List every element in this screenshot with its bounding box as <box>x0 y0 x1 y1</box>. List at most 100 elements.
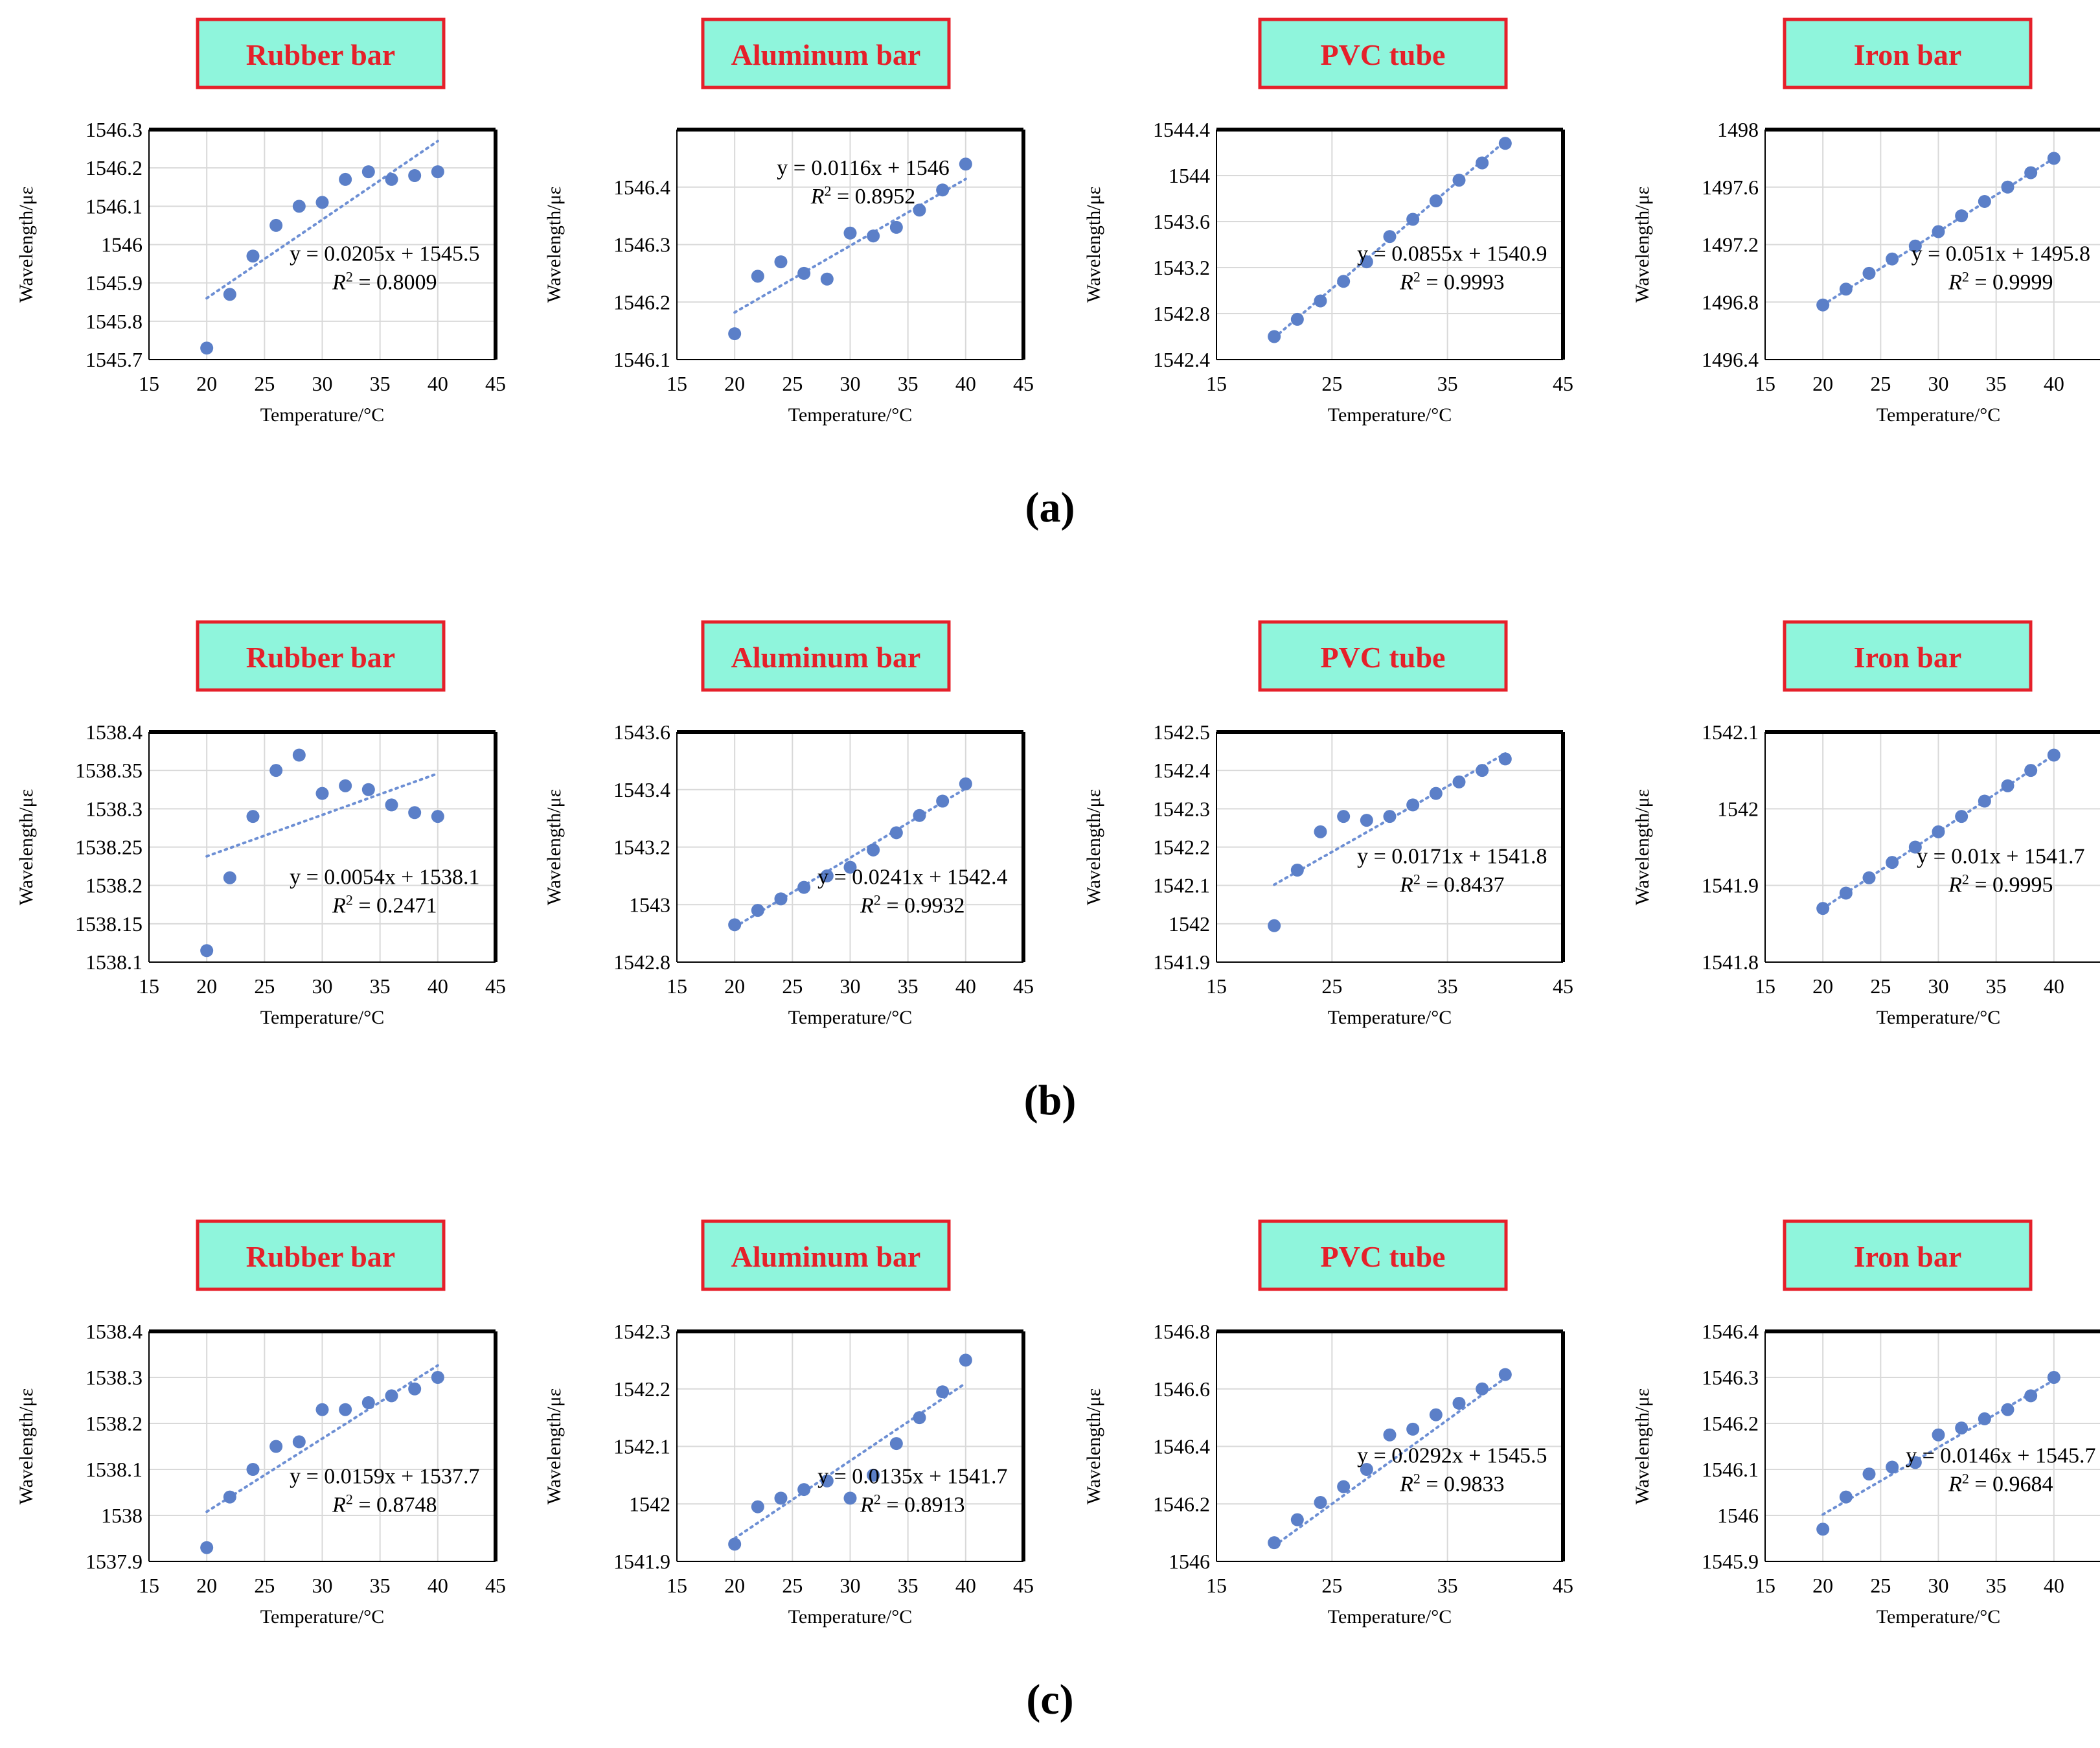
chart-b2: Aluminum bar 15 20 25 30 35 40 45 1542.8 1543 1543… <box>543 620 1034 1028</box>
data-point <box>431 1371 444 1384</box>
data-point <box>1498 752 1512 766</box>
x-tick-label: 45 <box>485 372 506 395</box>
x-tick-label: 45 <box>1553 974 1573 998</box>
trend-equation: y = 0.051x + 1495.8 <box>1912 242 2090 266</box>
y-tick-label: 1543 <box>629 893 670 916</box>
x-tick-label: 15 <box>139 974 159 998</box>
x-tick-label: 40 <box>955 372 976 395</box>
data-point <box>1908 840 1922 854</box>
data-point <box>1886 252 1899 266</box>
x-tick-label: 40 <box>428 974 448 998</box>
x-tick-label: 25 <box>1870 1574 1891 1597</box>
y-tick-label: 1542 <box>1169 912 1210 936</box>
y-tick-label: 1546 <box>101 233 143 257</box>
data-point <box>1978 1412 1991 1425</box>
data-point <box>2024 1389 2038 1403</box>
data-point <box>2001 180 2014 194</box>
data-point <box>820 1474 834 1488</box>
x-tick-label: 25 <box>254 974 275 998</box>
x-tick-label: 25 <box>1870 974 1891 998</box>
data-point <box>1955 810 1969 823</box>
x-tick-label: 35 <box>898 974 919 998</box>
data-point <box>1290 312 1304 326</box>
data-point <box>2024 764 2038 777</box>
y-tick-label: 1538.3 <box>86 1366 143 1389</box>
trend-equation: y = 0.0054x + 1538.1 <box>290 865 479 889</box>
trendline <box>733 787 967 928</box>
data-point <box>223 288 236 301</box>
trend-equation: y = 0.0116x + 1546 <box>777 156 950 180</box>
y-axis-label: Wavelength/με <box>1632 187 1653 303</box>
data-point <box>292 748 306 762</box>
x-axis-label: Temperature/°C <box>1877 1007 2000 1028</box>
data-point <box>292 1435 306 1449</box>
x-tick-label: 30 <box>840 974 861 998</box>
data-point <box>200 1541 214 1554</box>
data-point <box>889 1437 903 1451</box>
x-tick-label: 15 <box>1206 974 1227 998</box>
y-tick-label: 1542.3 <box>613 1320 670 1343</box>
y-tick-label: 1542.2 <box>1153 836 1210 859</box>
data-point <box>246 249 260 263</box>
data-point <box>408 1382 422 1396</box>
y-tick-label: 1546 <box>1169 1550 1210 1573</box>
y-tick-label: 1538.1 <box>86 1458 143 1481</box>
x-tick-label: 20 <box>196 372 217 395</box>
y-tick-label: 1498 <box>1717 118 1759 141</box>
x-tick-label: 30 <box>840 1574 861 1597</box>
chart-title: Rubber bar <box>246 1240 395 1273</box>
y-tick-label: 1538.3 <box>86 797 143 820</box>
x-tick-label: 20 <box>196 1574 217 1597</box>
x-tick-label: 15 <box>139 1574 159 1597</box>
data-point <box>867 843 880 857</box>
x-tick-label: 15 <box>1206 372 1227 395</box>
chart-c1: Rubber bar 15 20 25 30 35 40 45 1537.9 1538 1538.1… <box>16 1219 506 1627</box>
r-squared: R2 = 0.9993 <box>1399 268 1504 294</box>
data-point <box>820 272 834 286</box>
data-point <box>751 1500 764 1513</box>
x-axis-label: Temperature/°C <box>788 404 912 426</box>
row-label-a: (a) <box>1025 484 1075 531</box>
y-tick-label: 1538.25 <box>75 836 143 859</box>
data-point <box>751 270 764 283</box>
x-tick-label: 25 <box>1321 372 1342 395</box>
x-tick-label: 20 <box>196 974 217 998</box>
y-tick-label: 1546.6 <box>1153 1377 1210 1401</box>
y-tick-label: 1546.1 <box>613 348 670 371</box>
data-point <box>223 1490 236 1504</box>
chart-title-box <box>1783 17 2033 89</box>
x-tick-label: 25 <box>782 372 803 395</box>
data-point <box>1383 1428 1397 1442</box>
r-squared: R2 = 0.8748 <box>332 1491 437 1517</box>
x-tick-label: 35 <box>898 372 919 395</box>
data-point <box>1955 209 1969 223</box>
data-point <box>1476 1382 1489 1396</box>
data-point <box>936 794 950 808</box>
y-tick-label: 1546.8 <box>1153 1320 1210 1343</box>
r-squared: R2 = 0.8913 <box>860 1491 964 1517</box>
data-point <box>361 1396 375 1410</box>
y-axis-label: Wavelength/με <box>1632 789 1653 906</box>
trend-equation: y = 0.0171x + 1541.8 <box>1357 844 1547 868</box>
x-tick-label: 25 <box>782 974 803 998</box>
y-tick-label: 1546.3 <box>613 233 670 257</box>
x-tick-label: 30 <box>1928 372 1949 395</box>
y-axis-label: Wavelength/με <box>1083 187 1104 303</box>
data-point <box>1452 1396 1466 1410</box>
y-tick-label: 1541.9 <box>1702 874 1759 897</box>
x-tick-label: 40 <box>428 1574 448 1597</box>
y-axis-label: Wavelength/με <box>16 789 37 906</box>
x-tick-label: 35 <box>1986 974 2007 998</box>
data-point <box>797 1483 811 1497</box>
x-tick-label: 15 <box>1755 372 1775 395</box>
data-point <box>1862 266 1876 280</box>
data-point <box>867 1468 880 1482</box>
data-point <box>1476 156 1489 170</box>
r-squared: R2 = 0.9995 <box>1948 871 2053 897</box>
x-tick-label: 40 <box>955 1574 976 1597</box>
x-tick-label: 20 <box>1812 974 1833 998</box>
x-tick-label: 20 <box>1812 372 1833 395</box>
chart-b4: Iron bar152025303540451541.81541.9154215… <box>1632 620 2100 1028</box>
data-point <box>2001 1403 2014 1416</box>
data-point <box>1816 1523 1830 1536</box>
